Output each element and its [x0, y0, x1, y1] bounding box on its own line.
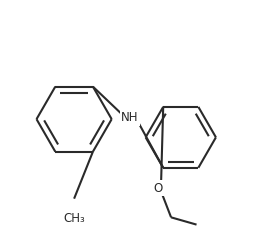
Text: NH: NH [121, 111, 139, 124]
Text: O: O [154, 182, 163, 195]
Text: CH₃: CH₃ [63, 212, 85, 225]
